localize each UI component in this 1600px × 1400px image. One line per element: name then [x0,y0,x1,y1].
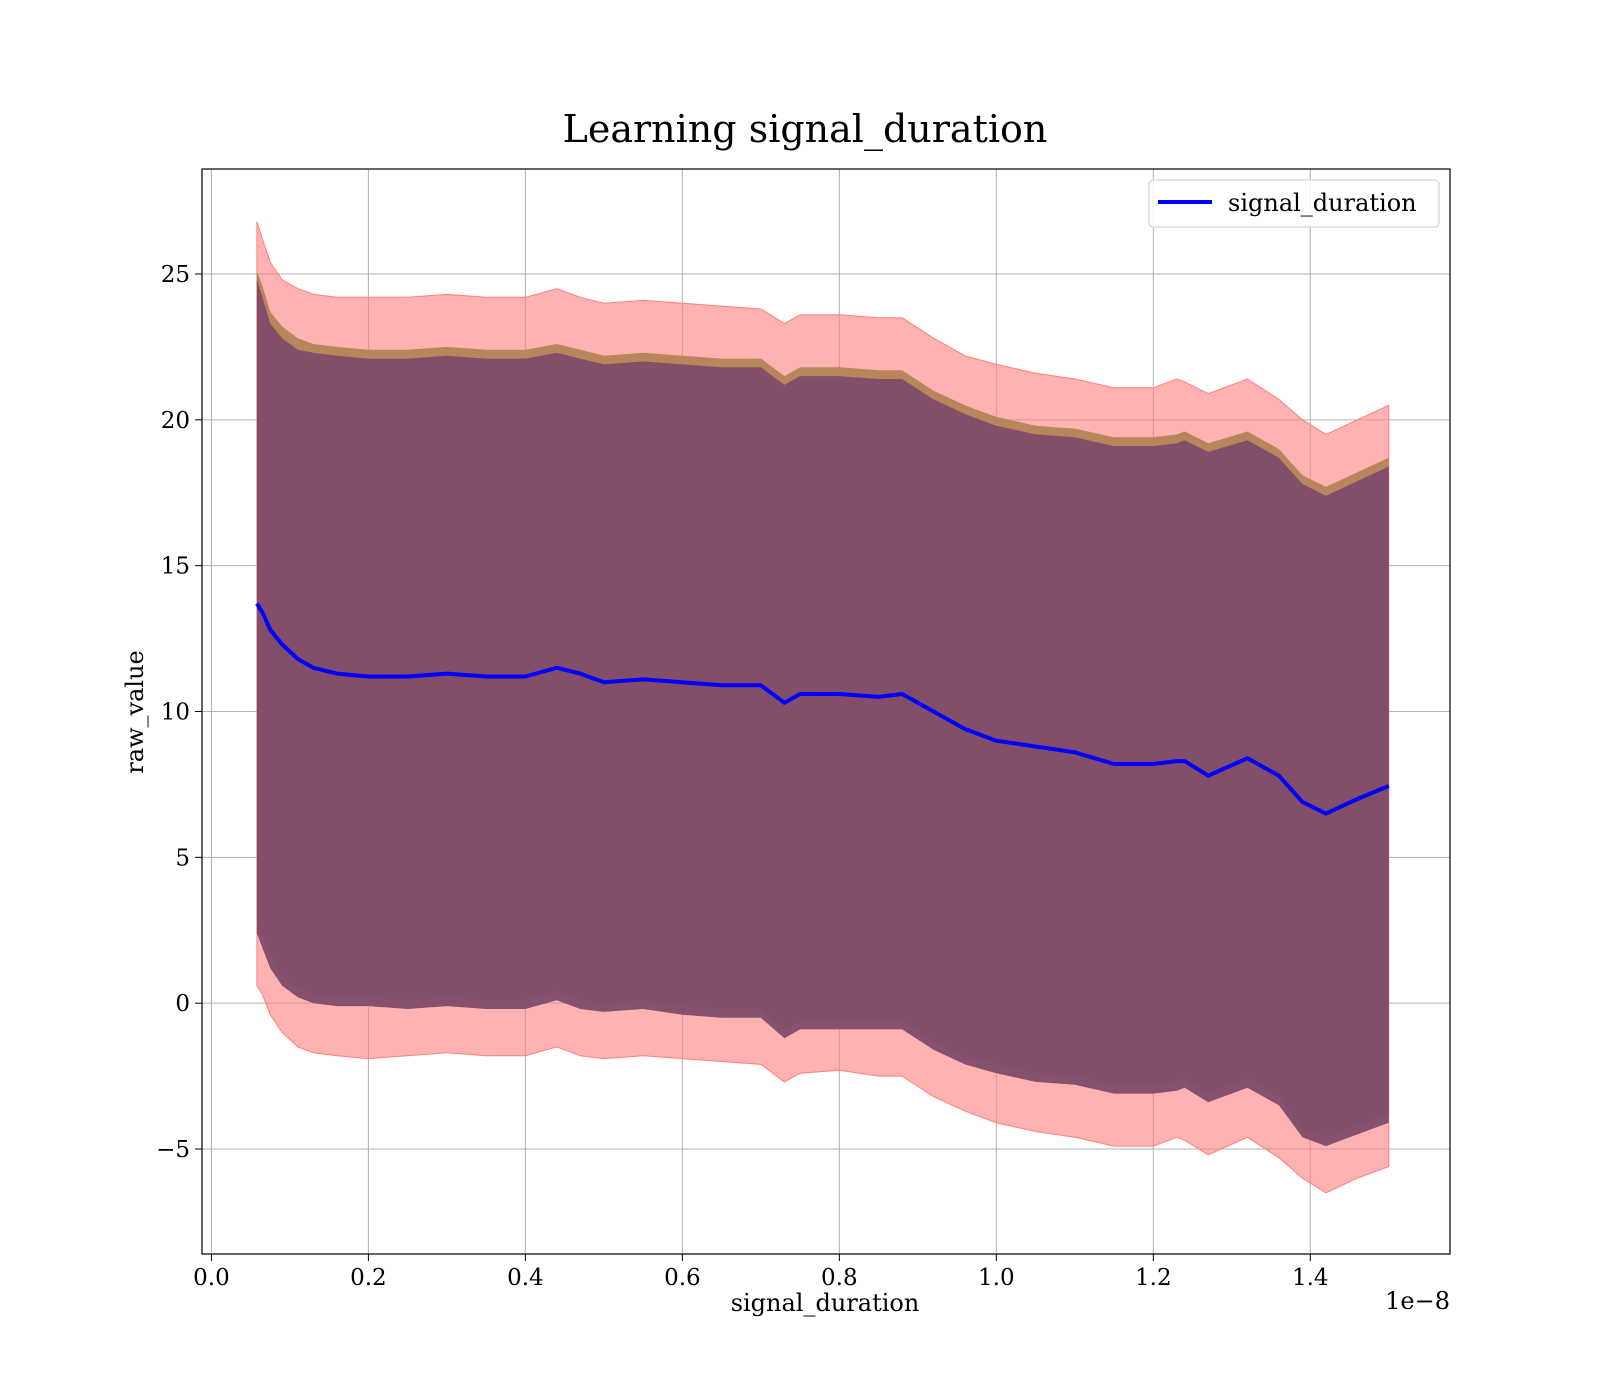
x-axis: 0.0 0.2 0.4 0.6 0.8 1.0 1.2 1.4 [193,1254,1329,1291]
x-tick-label: 0.2 [350,1265,387,1291]
x-tick-label: 1.4 [1292,1265,1329,1291]
x-tick-label: 1.2 [1135,1265,1172,1291]
x-tick-label: 0.6 [664,1265,701,1291]
y-tick-label: 25 [161,262,190,288]
confidence-bands [256,221,1390,1194]
series-lines [255,602,1390,816]
x-axis-label: signal_duration [731,1289,920,1317]
y-tick-label: 10 [161,700,190,726]
series-line-signal-duration [255,602,1390,816]
legend-label: signal_duration [1228,189,1417,217]
y-tick-label: 20 [161,408,190,434]
y-tick-label: 15 [161,554,190,580]
y-tick-label: 5 [175,845,190,871]
y-axis: −5 0 5 10 15 20 25 [156,262,202,1163]
x-tick-label: 0.0 [193,1265,230,1291]
chart-title: Learning signal_duration [563,107,1048,152]
x-tick-label: 0.8 [821,1265,858,1291]
inner-band [256,279,1389,1147]
x-axis-offset-label: 1e−8 [1385,1287,1450,1315]
x-tick-label: 1.0 [978,1265,1015,1291]
y-tick-label: 0 [175,991,190,1017]
y-axis-label: raw_value [121,650,149,774]
y-tick-label: −5 [156,1137,190,1163]
legend: signal_duration [1148,179,1440,228]
x-tick-label: 0.4 [507,1265,544,1291]
legend-box [1148,179,1440,228]
